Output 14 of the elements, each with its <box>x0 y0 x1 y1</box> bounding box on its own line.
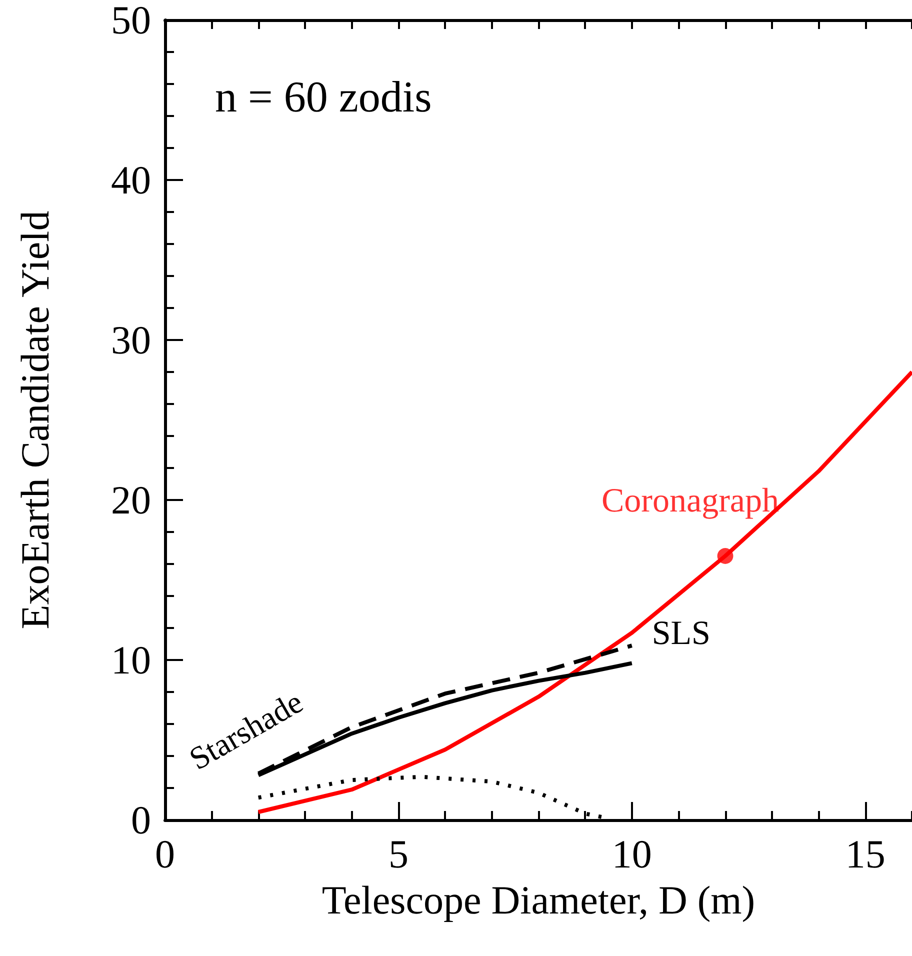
x-axis-title: Telescope Diameter, D (m) <box>322 878 756 922</box>
annotation: n = 60 zodis <box>215 72 432 122</box>
y-axis-title: ExoEarth Candidate Yield <box>12 210 58 630</box>
x-tick-label: 5 <box>388 832 408 876</box>
y-tick-label: 10 <box>111 638 151 682</box>
y-tick-label: 40 <box>111 158 151 202</box>
series-label: Coronagraph <box>601 482 780 520</box>
y-tick-label: 0 <box>131 798 151 842</box>
x-tick-label: 10 <box>612 832 652 876</box>
y-tick-label: 20 <box>111 478 151 522</box>
series-label: SLS <box>652 615 710 652</box>
x-tick-label: 15 <box>845 832 886 876</box>
y-tick-label: 30 <box>111 318 151 362</box>
y-tick-label: 50 <box>111 0 151 42</box>
